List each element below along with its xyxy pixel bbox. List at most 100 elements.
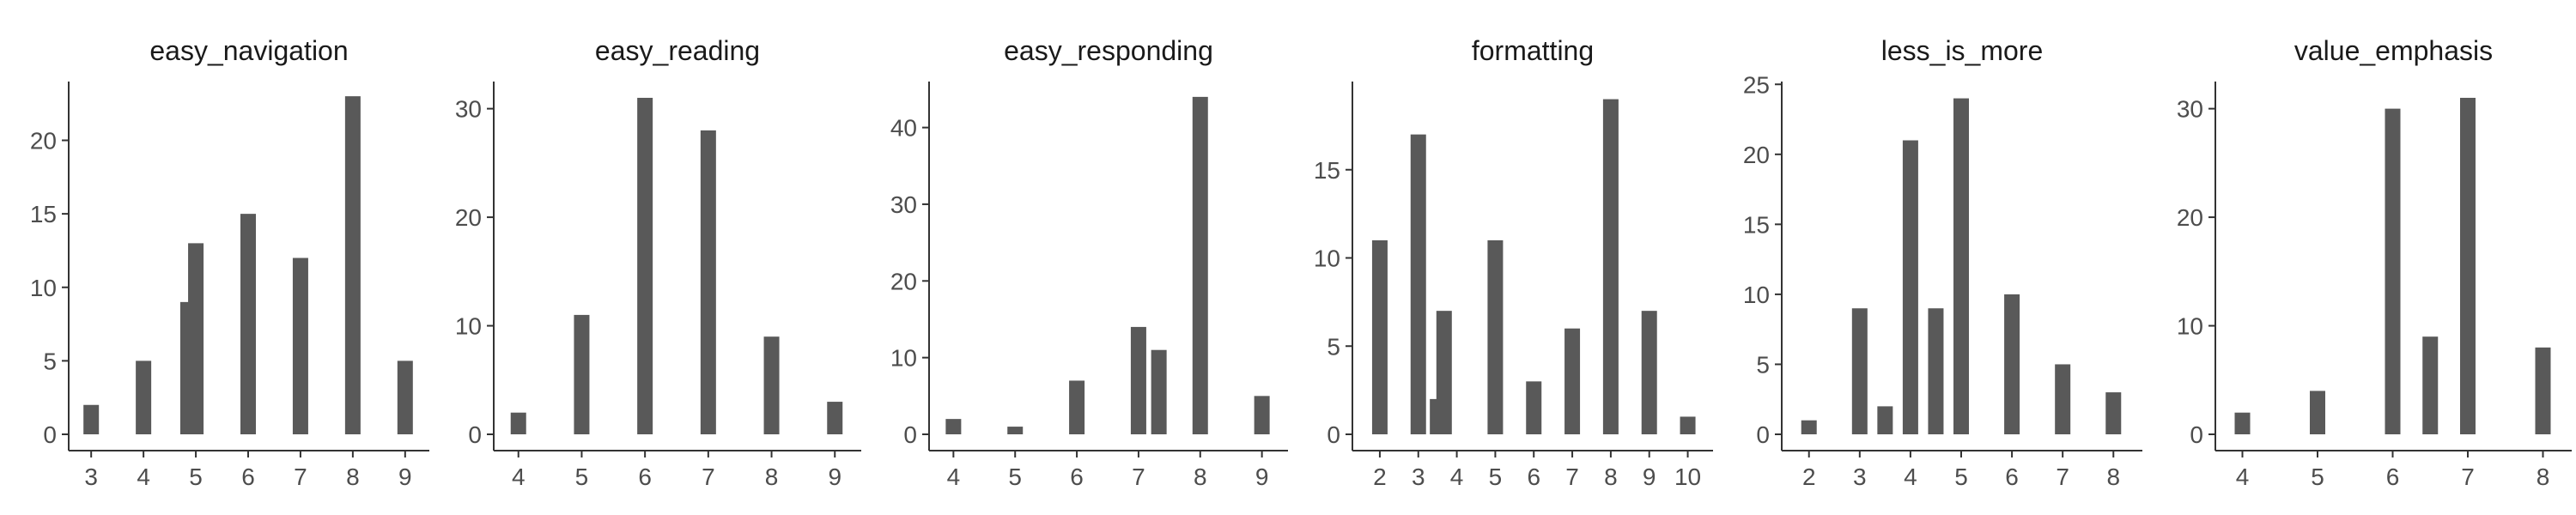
x-tick-label: 4 — [2236, 464, 2250, 490]
y-tick-label: 10 — [1743, 282, 1770, 308]
y-tick-label: 0 — [2190, 421, 2203, 448]
x-tick-label: 4 — [512, 464, 526, 490]
panel-title: easy_responding — [1004, 35, 1213, 66]
bar — [2004, 294, 2020, 434]
y-tick-label: 15 — [1743, 211, 1770, 238]
x-tick-label: 9 — [1255, 464, 1269, 490]
bar — [2535, 347, 2551, 434]
bar — [1902, 140, 1918, 434]
bar — [136, 360, 152, 434]
bar — [1953, 98, 1969, 435]
x-tick-label: 5 — [1954, 464, 1968, 490]
bar — [2460, 97, 2476, 434]
y-tick-label: 20 — [2177, 204, 2203, 231]
bar — [2055, 364, 2071, 434]
bar — [1410, 134, 1426, 434]
y-tick-label: 20 — [30, 128, 57, 154]
x-tick-label: 3 — [84, 464, 98, 490]
x-tick-label: 5 — [2311, 464, 2324, 490]
panel-title: formatting — [1472, 35, 1594, 66]
y-tick-label: 0 — [43, 421, 57, 448]
y-tick-label: 20 — [1743, 142, 1770, 168]
bar — [1069, 380, 1085, 434]
bar — [827, 402, 843, 434]
bar — [188, 243, 204, 434]
bar — [1602, 99, 1619, 435]
x-tick-label: 6 — [2386, 464, 2400, 490]
y-tick-label: 30 — [890, 191, 917, 218]
x-tick-label: 7 — [1565, 464, 1579, 490]
y-tick-label: 5 — [1327, 333, 1340, 360]
x-tick-label: 7 — [2461, 464, 2475, 490]
bar — [344, 96, 361, 434]
panel-title: value_emphasis — [2294, 35, 2493, 66]
bar — [1801, 420, 1817, 434]
x-tick-label: 2 — [1373, 464, 1387, 490]
x-tick-label: 9 — [398, 464, 412, 490]
x-tick-label: 4 — [947, 464, 961, 490]
y-tick-label: 10 — [1314, 245, 1340, 272]
x-tick-label: 4 — [137, 464, 150, 490]
bar — [1564, 328, 1581, 434]
x-tick-label: 6 — [2005, 464, 2019, 490]
y-tick-label: 25 — [1743, 71, 1770, 98]
x-tick-label: 3 — [1412, 464, 1425, 490]
bar — [945, 419, 962, 434]
bar — [1487, 239, 1504, 434]
y-tick-label: 10 — [30, 275, 57, 301]
bar — [1526, 381, 1542, 434]
x-tick-label: 4 — [1450, 464, 1464, 490]
x-tick-label: 8 — [1194, 464, 1207, 490]
y-tick-label: 10 — [455, 313, 482, 340]
y-tick-label: 0 — [468, 421, 482, 448]
bar — [1680, 416, 1696, 434]
x-tick-label: 8 — [1604, 464, 1618, 490]
y-tick-label: 0 — [903, 421, 917, 448]
x-tick-label: 5 — [1489, 464, 1503, 490]
bar — [1371, 239, 1388, 434]
x-tick-label: 7 — [2056, 464, 2069, 490]
y-tick-label: 40 — [890, 115, 917, 142]
x-tick-label: 3 — [1853, 464, 1867, 490]
panel-title: less_is_more — [1881, 35, 2044, 66]
bar — [1436, 311, 1452, 434]
bar — [1641, 311, 1657, 434]
x-tick-label: 9 — [1643, 464, 1656, 490]
bar — [2105, 392, 2122, 434]
bar — [2422, 336, 2439, 434]
x-tick-label: 7 — [1132, 464, 1145, 490]
bar — [574, 314, 590, 434]
bar — [1928, 308, 1944, 434]
bar — [2385, 108, 2401, 434]
y-tick-label: 30 — [455, 96, 482, 123]
panel-value_emphasis: value_emphasis 0 10 20 30 4 5 6 7 8 — [2177, 35, 2572, 490]
x-tick-label: 9 — [828, 464, 841, 490]
bar — [1254, 396, 1270, 434]
bar — [1877, 406, 1893, 434]
x-tick-label: 5 — [575, 464, 589, 490]
x-tick-label: 8 — [2106, 464, 2120, 490]
bar — [1151, 349, 1167, 434]
y-tick-label: 5 — [43, 348, 57, 374]
y-tick-label: 10 — [2177, 313, 2203, 340]
panel-less_is_more: less_is_more 0 5 10 15 20 25 2 3 4 5 6 7 8 — [1743, 35, 2142, 490]
x-tick-label: 7 — [294, 464, 307, 490]
bar — [240, 214, 256, 434]
x-tick-label: 6 — [1527, 464, 1540, 490]
bar — [1130, 326, 1146, 434]
bar — [763, 336, 780, 434]
x-tick-label: 2 — [1802, 464, 1816, 490]
x-tick-label: 5 — [1008, 464, 1022, 490]
y-tick-label: 0 — [1756, 421, 1770, 448]
panel-title: easy_navigation — [149, 35, 348, 66]
y-tick-label: 20 — [455, 204, 482, 231]
bar — [1851, 308, 1868, 434]
y-tick-label: 0 — [1327, 421, 1340, 448]
x-tick-label: 5 — [189, 464, 203, 490]
y-tick-label: 10 — [890, 345, 917, 372]
y-tick-label: 15 — [30, 201, 57, 227]
y-tick-label: 20 — [890, 268, 917, 294]
panel-easy_navigation: easy_navigation 0 5 10 15 20 3 4 5 6 7 8 9 — [30, 35, 429, 490]
